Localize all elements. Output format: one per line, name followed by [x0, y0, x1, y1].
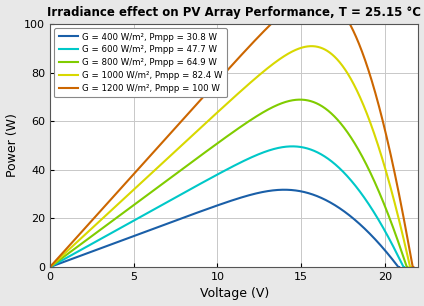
- G = 600 W/m², Pmpp = 47.7 W: [402, 265, 407, 269]
- G = 600 W/m², Pmpp = 47.7 W: [264, 150, 269, 153]
- G = 400 W/m², Pmpp = 30.8 W: [201, 208, 206, 212]
- G = 600 W/m², Pmpp = 47.7 W: [176, 194, 181, 198]
- G = 400 W/m², Pmpp = 30.8 W: [289, 188, 294, 192]
- G = 1200 W/m², Pmpp = 100 W: [167, 132, 173, 136]
- G = 1000 W/m², Pmpp = 82.4 W: [408, 265, 413, 269]
- G = 800 W/m², Pmpp = 64.9 W: [405, 265, 410, 269]
- G = 600 W/m², Pmpp = 47.7 W: [135, 217, 140, 220]
- G = 800 W/m², Pmpp = 64.9 W: [207, 147, 212, 151]
- G = 1000 W/m², Pmpp = 82.4 W: [342, 67, 347, 71]
- G = 1000 W/m², Pmpp = 82.4 W: [276, 58, 281, 62]
- G = 800 W/m², Pmpp = 64.9 W: [153, 187, 158, 191]
- G = 1000 W/m², Pmpp = 82.4 W: [384, 170, 389, 174]
- G = 800 W/m², Pmpp = 64.9 W: [275, 103, 280, 107]
- G = 1200 W/m², Pmpp = 100 W: [47, 265, 53, 269]
- X-axis label: Voltage (V): Voltage (V): [200, 287, 269, 300]
- Line: G = 400 W/m², Pmpp = 30.8 W: G = 400 W/m², Pmpp = 30.8 W: [50, 190, 399, 267]
- G = 600 W/m², Pmpp = 47.7 W: [290, 144, 295, 148]
- G = 600 W/m², Pmpp = 47.7 W: [147, 210, 152, 214]
- G = 800 W/m², Pmpp = 64.9 W: [290, 99, 295, 102]
- G = 1000 W/m², Pmpp = 82.4 W: [207, 118, 212, 121]
- G = 400 W/m², Pmpp = 30.8 W: [47, 265, 53, 269]
- Line: G = 800 W/m², Pmpp = 64.9 W: G = 800 W/m², Pmpp = 64.9 W: [50, 100, 407, 267]
- G = 1200 W/m², Pmpp = 100 W: [352, 32, 357, 35]
- G = 1000 W/m², Pmpp = 82.4 W: [80, 235, 85, 239]
- Line: G = 1200 W/m², Pmpp = 100 W: G = 1200 W/m², Pmpp = 100 W: [50, 0, 413, 267]
- G = 1200 W/m², Pmpp = 100 W: [290, 4, 295, 7]
- Line: G = 1000 W/m², Pmpp = 82.4 W: G = 1000 W/m², Pmpp = 82.4 W: [50, 46, 411, 267]
- G = 1200 W/m², Pmpp = 100 W: [154, 147, 159, 151]
- G = 1000 W/m², Pmpp = 82.4 W: [309, 44, 314, 48]
- G = 1200 W/m², Pmpp = 100 W: [410, 264, 415, 268]
- G = 400 W/m², Pmpp = 30.8 W: [112, 241, 117, 245]
- Line: G = 600 W/m², Pmpp = 47.7 W: G = 600 W/m², Pmpp = 47.7 W: [50, 146, 404, 267]
- Legend: G = 400 W/m², Pmpp = 30.8 W, G = 600 W/m², Pmpp = 47.7 W, G = 800 W/m², Pmpp = 6: G = 400 W/m², Pmpp = 30.8 W, G = 600 W/m…: [54, 28, 227, 97]
- G = 800 W/m², Pmpp = 64.9 W: [148, 190, 153, 194]
- G = 600 W/m², Pmpp = 47.7 W: [47, 265, 53, 269]
- G = 400 W/m², Pmpp = 30.8 W: [345, 212, 350, 216]
- G = 800 W/m², Pmpp = 64.9 W: [240, 124, 245, 127]
- G = 1000 W/m², Pmpp = 82.4 W: [47, 265, 53, 269]
- Y-axis label: Power (W): Power (W): [6, 114, 19, 177]
- G = 1200 W/m², Pmpp = 100 W: [411, 265, 416, 269]
- G = 400 W/m², Pmpp = 30.8 W: [349, 215, 354, 219]
- G = 800 W/m², Pmpp = 64.9 W: [298, 98, 303, 102]
- G = 1000 W/m², Pmpp = 82.4 W: [279, 56, 285, 59]
- G = 1200 W/m², Pmpp = 100 W: [204, 91, 209, 95]
- G = 600 W/m², Pmpp = 47.7 W: [49, 265, 54, 268]
- G = 600 W/m², Pmpp = 47.7 W: [355, 187, 360, 191]
- G = 400 W/m², Pmpp = 30.8 W: [396, 265, 402, 269]
- G = 400 W/m², Pmpp = 30.8 W: [206, 207, 211, 211]
- Title: Irradiance effect on PV Array Performance, T = 25.15 °C: Irradiance effect on PV Array Performanc…: [47, 6, 421, 19]
- G = 800 W/m², Pmpp = 64.9 W: [47, 265, 53, 269]
- G = 400 W/m², Pmpp = 30.8 W: [282, 188, 287, 192]
